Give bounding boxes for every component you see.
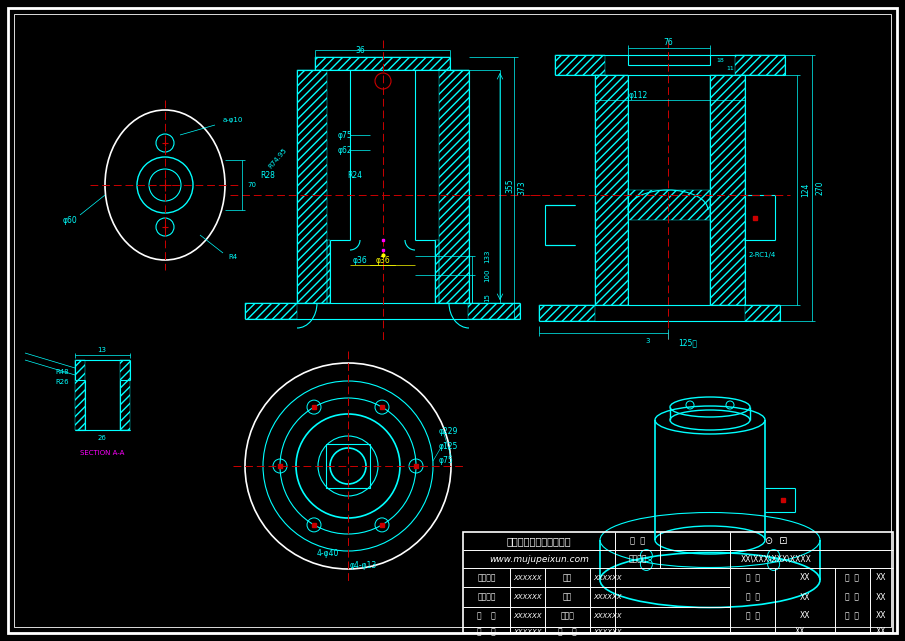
Text: φ229: φ229 [438, 426, 458, 435]
Text: 124: 124 [802, 183, 811, 197]
Bar [326, 444, 370, 488]
Text: φ62: φ62 [338, 146, 352, 154]
Text: φ60: φ60 [62, 215, 77, 224]
Text: φ125: φ125 [438, 442, 458, 451]
Text: XX: XX [876, 628, 887, 637]
Text: 11: 11 [726, 65, 734, 71]
Text: 零件名称: 零件名称 [477, 592, 496, 601]
Text: 页码: 页码 [563, 592, 572, 601]
Text: XX\XXX\XXX\XXXX: XX\XXX\XXX\XXXX [741, 554, 812, 563]
Text: 比    例: 比 例 [558, 628, 576, 637]
Text: 苏州负利模具数控工作室: 苏州负利模具数控工作室 [507, 536, 571, 546]
Text: 材    料: 材 料 [477, 612, 496, 620]
Bar [75, 360, 85, 430]
Bar [435, 240, 439, 303]
Text: φ112: φ112 [628, 90, 648, 99]
Text: 18: 18 [716, 58, 724, 63]
Text: 15: 15 [484, 294, 490, 303]
Text: 热处理: 热处理 [560, 612, 575, 620]
Text: XXXXXX: XXXXXX [513, 594, 542, 600]
Text: XX: XX [876, 592, 887, 601]
Text: R24: R24 [348, 171, 363, 179]
Text: 制  角: 制 角 [630, 537, 645, 545]
Text: 文档路径: 文档路径 [628, 554, 647, 563]
Text: R4: R4 [228, 254, 238, 260]
Text: 70: 70 [247, 182, 256, 188]
Text: 批  准: 批 准 [845, 592, 860, 601]
Text: 3: 3 [646, 338, 651, 344]
Text: φ36: φ36 [376, 256, 390, 265]
Text: XX: XX [800, 592, 810, 601]
Text: 审  技: 审 技 [845, 574, 860, 583]
Text: 4-φ40: 4-φ40 [317, 549, 339, 558]
Text: 270: 270 [815, 181, 824, 196]
Text: www.mujupeixun.com: www.mujupeixun.com [489, 554, 589, 563]
Text: 125底: 125底 [679, 338, 698, 347]
Text: 355: 355 [506, 179, 515, 194]
Text: SECTION A-A: SECTION A-A [80, 450, 124, 456]
Bar [245, 303, 297, 319]
Bar [439, 70, 469, 303]
Text: 质    量: 质 量 [477, 628, 496, 637]
Text: XX: XX [800, 574, 810, 583]
Text: φ75: φ75 [338, 131, 352, 140]
Bar [555, 55, 605, 75]
Text: ⊙  ⊡: ⊙ ⊡ [766, 536, 787, 546]
Text: 26: 26 [98, 435, 107, 441]
Bar [297, 70, 327, 303]
Text: R26: R26 [55, 379, 69, 385]
Text: XXXXXX: XXXXXX [594, 613, 622, 619]
Bar [315, 57, 450, 70]
Text: XXXXXX: XXXXXX [513, 575, 542, 581]
Text: XX: XX [795, 628, 805, 637]
Text: 版本: 版本 [563, 574, 572, 583]
Text: XXXXXX: XXXXXX [594, 575, 622, 581]
Bar [463, 532, 893, 633]
Text: 36: 36 [355, 46, 365, 54]
Bar [745, 305, 780, 321]
Text: R48: R48 [55, 369, 69, 375]
Text: XX: XX [876, 574, 887, 583]
Bar [595, 75, 628, 305]
Text: 零件编号: 零件编号 [477, 574, 496, 583]
Text: 制  图: 制 图 [746, 592, 759, 601]
Text: XXXXXX: XXXXXX [594, 629, 622, 635]
Text: 100: 100 [484, 268, 490, 282]
Text: XXXXXX: XXXXXX [513, 613, 542, 619]
Bar [327, 240, 330, 303]
Text: a-φ10: a-φ10 [223, 117, 243, 123]
Bar [468, 303, 520, 319]
Bar [120, 360, 130, 430]
Bar [735, 55, 785, 75]
Bar [628, 190, 710, 220]
Text: 设  计: 设 计 [746, 574, 759, 583]
Bar [539, 305, 595, 321]
Text: 133: 133 [484, 249, 490, 263]
Text: φ4-φ13: φ4-φ13 [349, 562, 376, 570]
Text: R28: R28 [261, 171, 275, 179]
Text: φ75: φ75 [439, 456, 453, 465]
Text: XXXXXX: XXXXXX [513, 629, 542, 635]
Text: XX: XX [876, 612, 887, 620]
Bar [710, 75, 745, 305]
Text: 373: 373 [518, 181, 527, 196]
Text: 76: 76 [663, 38, 673, 47]
Text: φ36: φ36 [353, 256, 367, 265]
Text: 2-RC1/4: 2-RC1/4 [748, 252, 776, 258]
Text: 核  对: 核 对 [746, 612, 759, 620]
Text: XX: XX [800, 612, 810, 620]
Text: 日  期: 日 期 [845, 612, 860, 620]
Text: 13: 13 [98, 347, 107, 353]
Text: XXXXXX: XXXXXX [594, 594, 622, 600]
Text: R74.95: R74.95 [268, 147, 289, 169]
